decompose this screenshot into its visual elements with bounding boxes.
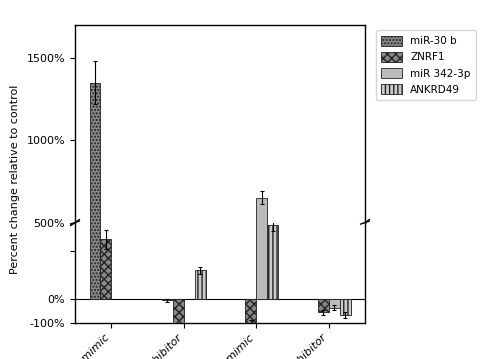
Bar — [340, 299, 350, 315]
Bar — [267, 254, 278, 305]
Bar — [173, 299, 184, 347]
Bar — [90, 83, 101, 305]
Bar — [90, 0, 101, 299]
Bar — [318, 299, 329, 312]
Bar — [173, 305, 184, 338]
Bar — [194, 285, 205, 305]
Bar — [256, 144, 267, 299]
Bar — [100, 264, 111, 305]
Bar — [246, 299, 256, 323]
Text: Percent change relative to control: Percent change relative to control — [10, 85, 20, 274]
Bar — [256, 198, 267, 305]
Bar — [340, 305, 350, 316]
Bar — [162, 299, 173, 300]
Bar — [194, 270, 205, 299]
Bar — [318, 305, 329, 314]
Bar — [100, 239, 111, 299]
Bar — [246, 305, 256, 321]
Bar — [329, 305, 340, 311]
Bar — [162, 305, 173, 306]
Bar — [329, 299, 340, 308]
Bar — [267, 225, 278, 299]
Legend: miR-30 b, ZNRF1, miR 342-3p, ANKRD49: miR-30 b, ZNRF1, miR 342-3p, ANKRD49 — [376, 31, 476, 100]
